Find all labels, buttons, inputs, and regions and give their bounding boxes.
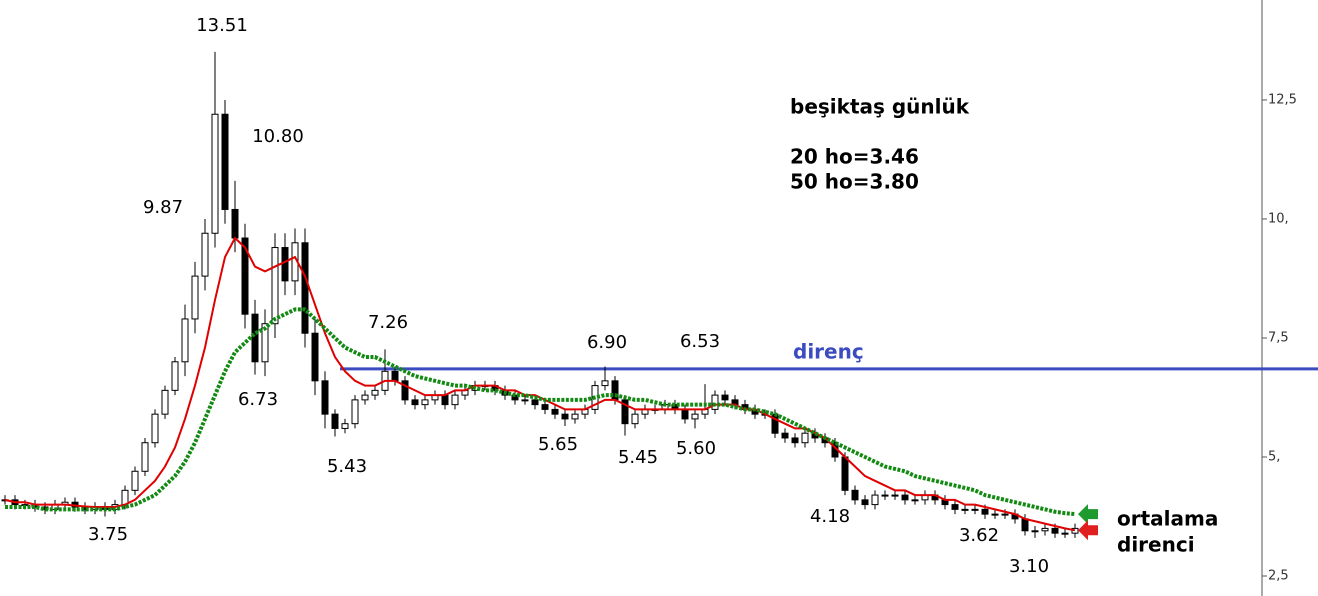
chart-title: beşiktaş günlük	[790, 95, 970, 119]
candle-body	[221, 113, 229, 210]
price-annotation: 10.80	[252, 126, 304, 147]
candle-body	[571, 413, 579, 420]
candle-body	[371, 389, 379, 396]
arrow-label: direnci	[1117, 533, 1195, 557]
legend-entry: 50 ho=3.80	[790, 170, 919, 194]
candle-body	[971, 508, 979, 511]
candle-body	[251, 313, 259, 363]
arrow	[1078, 520, 1098, 541]
candle-body	[141, 442, 149, 472]
y-tick-label: 2,5	[1268, 569, 1289, 584]
resistance-label: direnç	[793, 339, 864, 363]
candle-body	[961, 508, 969, 511]
y-tick-label: 5,	[1268, 449, 1280, 464]
candle-body	[1021, 518, 1029, 532]
y-tick-label: 7,5	[1268, 330, 1289, 345]
candle-body	[691, 413, 699, 420]
y-tick-label: 10,	[1268, 211, 1289, 226]
candle-body	[211, 113, 219, 234]
candle-body	[271, 247, 279, 325]
candle-body	[561, 413, 569, 420]
candle-body	[531, 399, 539, 406]
candle-body	[601, 380, 609, 387]
candle-body	[881, 494, 889, 497]
legend-entry: 20 ho=3.46	[790, 145, 919, 169]
candle-body	[311, 332, 319, 382]
y-tick-label: 12,5	[1268, 92, 1297, 107]
candle-body	[301, 242, 309, 334]
candle-body	[1001, 513, 1009, 516]
candle-body	[721, 394, 729, 401]
price-annotation: 6.73	[238, 389, 278, 410]
candle-body	[891, 494, 899, 497]
price-annotation: 7.26	[368, 312, 408, 333]
candle-body	[801, 432, 809, 444]
candle-body	[351, 399, 359, 425]
price-annotation: 5.60	[676, 438, 716, 459]
moving-average-line	[5, 307, 1076, 517]
price-annotation: 13.51	[196, 15, 248, 36]
candle-body	[171, 361, 179, 391]
price-annotation: 6.53	[680, 331, 720, 352]
candle-body	[131, 470, 139, 491]
price-annotation: 5.65	[538, 434, 578, 455]
candle-body	[261, 323, 269, 363]
price-annotation: 6.90	[587, 332, 627, 353]
candle-body	[161, 389, 169, 415]
candle-body	[901, 494, 909, 501]
candle-body	[401, 380, 409, 401]
candle-body	[631, 413, 639, 425]
candle-body	[1071, 527, 1079, 534]
price-annotation: 4.18	[810, 506, 850, 527]
candle-body	[391, 370, 399, 382]
candle-body	[791, 437, 799, 444]
candle-body	[181, 318, 189, 363]
candle-body	[1031, 530, 1039, 533]
price-annotation: 5.45	[618, 447, 658, 468]
candle-body	[521, 399, 529, 402]
candle-body	[231, 208, 239, 239]
candle-body	[991, 513, 999, 516]
price-annotation: 3.75	[88, 524, 128, 545]
candle-body	[341, 423, 349, 429]
arrow-label: ortalama	[1117, 507, 1218, 531]
candle-body	[541, 404, 549, 410]
candle-body	[151, 413, 159, 444]
candle-body	[281, 247, 289, 282]
candle-body	[781, 432, 789, 439]
price-annotation: 3.10	[1009, 556, 1049, 577]
candle-body	[191, 275, 199, 320]
candle-body	[841, 456, 849, 491]
candle-body	[321, 380, 329, 415]
candle-body	[421, 399, 429, 406]
price-annotation: 9.87	[143, 197, 183, 218]
candle-body	[621, 399, 629, 425]
candle-body	[451, 394, 459, 406]
arrow	[1078, 504, 1098, 525]
candle-body	[711, 394, 719, 410]
candle-body	[911, 499, 919, 502]
price-annotation: 5.43	[327, 456, 367, 477]
candle-body	[1051, 527, 1059, 534]
candle-body	[121, 489, 129, 506]
candle-body	[551, 408, 559, 415]
candle-body	[871, 494, 879, 506]
candle-body	[981, 508, 989, 515]
candle-body	[1061, 532, 1069, 535]
candle-body	[241, 237, 249, 315]
candle-body	[411, 399, 419, 406]
candle-body	[851, 489, 859, 501]
candle-body	[1041, 527, 1049, 532]
candle-body	[441, 394, 449, 406]
candle-body	[951, 504, 959, 510]
price-annotation: 3.62	[959, 525, 999, 546]
candle-body	[331, 413, 339, 429]
candle-body	[861, 499, 869, 506]
candle-body	[201, 232, 209, 277]
candle-body	[681, 408, 689, 420]
candle-body	[361, 394, 369, 401]
